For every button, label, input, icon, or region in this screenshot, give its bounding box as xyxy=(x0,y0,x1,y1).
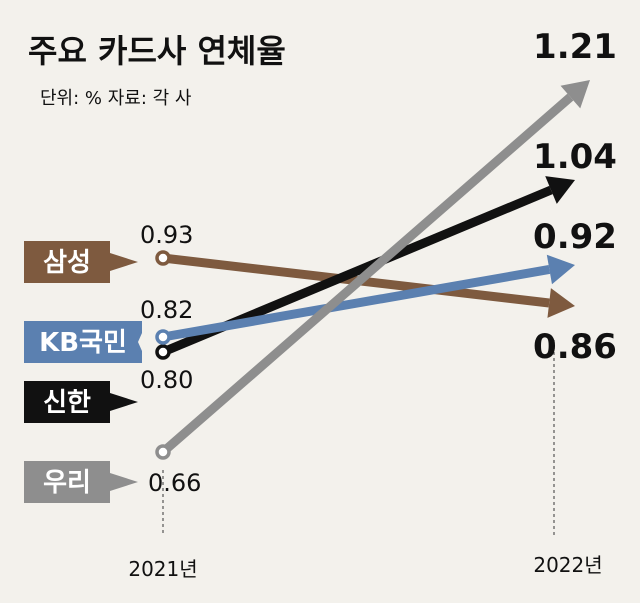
start-value-label-우리: 0.66 xyxy=(148,469,201,497)
series-line-우리 xyxy=(160,93,574,456)
end-value-label-우리: 1.21 xyxy=(533,27,617,67)
legend-tag-box-우리 xyxy=(24,461,138,503)
end-value-label-신한: 1.04 xyxy=(533,137,617,177)
end-value-label-KB국민: 0.92 xyxy=(533,217,617,257)
series-arrowhead-우리 xyxy=(560,80,590,109)
legend-label-삼성: 삼성 xyxy=(43,248,91,278)
legend-tag-신한: 신한 xyxy=(24,381,138,423)
x-label-2021: 2021년 xyxy=(128,557,197,581)
legend-label-KB국민: KB국민 xyxy=(39,328,127,358)
legend-tag-KB국민: KB국민 xyxy=(24,321,142,363)
chart-subtitle: 단위: % 자료: 각 사 xyxy=(40,88,192,109)
legend-tag-box-삼성 xyxy=(24,241,138,283)
legend-tag-box-신한 xyxy=(24,381,138,423)
legend-tag-box-KB국민 xyxy=(24,321,142,363)
series-start-point-신한 xyxy=(155,344,171,360)
series-arrowhead-삼성 xyxy=(547,288,575,318)
legend-label-우리: 우리 xyxy=(43,468,91,498)
start-value-label-신한: 0.80 xyxy=(140,366,193,394)
legend-tag-삼성: 삼성 xyxy=(24,241,138,283)
x-label-2022: 2022년 xyxy=(533,553,602,577)
series-start-point-KB국민 xyxy=(155,329,171,345)
legend-label-신한: 신한 xyxy=(43,388,91,418)
end-value-label-삼성: 0.86 xyxy=(533,327,617,367)
series-arrowhead-KB국민 xyxy=(546,254,575,285)
chart-title: 주요 카드사 연체율 xyxy=(28,32,286,70)
start-value-label-KB국민: 0.82 xyxy=(140,296,193,324)
series-arrowhead-신한 xyxy=(545,176,575,204)
series-start-point-우리 xyxy=(155,444,171,460)
series-line-KB국민 xyxy=(162,265,551,342)
legend-tag-우리: 우리 xyxy=(24,461,138,503)
series-start-point-삼성 xyxy=(155,250,171,266)
start-value-label-삼성: 0.93 xyxy=(140,221,193,249)
